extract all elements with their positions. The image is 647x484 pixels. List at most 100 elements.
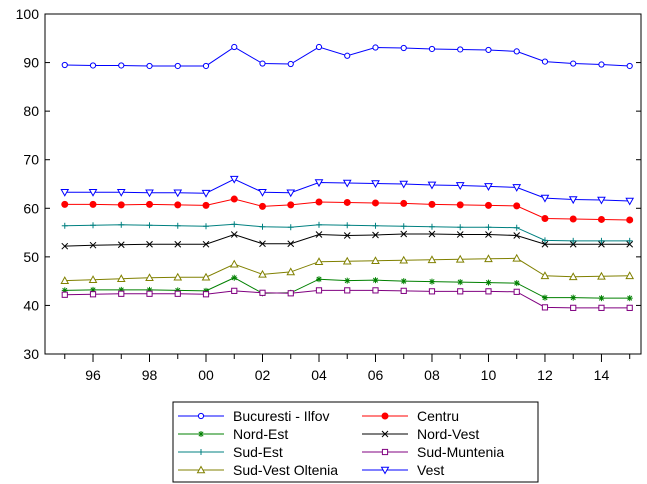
data-point [428, 278, 435, 285]
data-point [540, 271, 550, 280]
data-point [258, 269, 267, 278]
data-point [399, 180, 409, 189]
data-point [399, 255, 409, 264]
x-tick-label: 02 [255, 367, 271, 383]
legend-label: Bucuresti - Ilfov [233, 408, 329, 424]
data-point [484, 254, 493, 263]
data-point [484, 201, 492, 209]
data-point [314, 179, 324, 188]
legend-item: Sud-Muntenia [362, 444, 504, 460]
data-point [372, 44, 379, 51]
data-point [541, 240, 549, 248]
data-point [287, 224, 294, 231]
data-point [457, 46, 464, 53]
data-point [60, 276, 70, 284]
data-point [258, 202, 266, 210]
data-point [287, 201, 295, 209]
data-point [258, 188, 267, 197]
data-point [626, 240, 634, 248]
data-point [541, 237, 548, 244]
data-point [202, 291, 210, 298]
data-point [344, 277, 351, 284]
data-point [117, 201, 125, 209]
data-point [400, 278, 407, 285]
data-point [371, 180, 380, 189]
data-point [174, 222, 181, 229]
plot-area: 30 40 50 60 70 80 90 100 96 98 00 02 04 06 08 10 12 14 [16, 6, 642, 383]
data-point [287, 240, 295, 248]
legend-item: Sud-Est [178, 444, 283, 460]
series-bucuresti-ilfov [61, 43, 633, 70]
data-point [400, 230, 408, 238]
data-point [344, 287, 351, 294]
data-point [61, 222, 68, 229]
data-point [541, 58, 549, 65]
data-point [372, 222, 379, 229]
data-point [598, 237, 605, 244]
data-point [230, 231, 238, 238]
data-point [570, 294, 577, 301]
data-point [229, 259, 239, 268]
x-tick-label: 12 [537, 367, 553, 383]
data-point [400, 287, 407, 294]
data-point [456, 201, 464, 209]
data-point [118, 62, 125, 69]
data-point [343, 232, 351, 239]
data-point [89, 62, 97, 69]
data-point [513, 224, 520, 231]
legend-label: Centru [417, 408, 459, 424]
legend-marker [198, 431, 204, 437]
legend-marker [381, 430, 389, 438]
data-point [626, 237, 633, 244]
data-point [485, 46, 492, 54]
data-point [372, 231, 379, 239]
data-point [456, 231, 464, 238]
data-point [427, 255, 437, 264]
data-point [541, 294, 548, 301]
legend-label: Vest [417, 462, 444, 478]
x-axis: 96 98 00 02 04 06 08 10 12 14 [64, 354, 631, 383]
data-point [315, 287, 323, 294]
legend: Bucuresti - Ilfov Centru Nord-Est Nord-Vest… [172, 401, 539, 483]
data-point [598, 240, 605, 248]
data-point [513, 288, 520, 295]
data-point [146, 62, 153, 70]
data-point [88, 188, 98, 197]
legend-item: Sud-Vest Oltenia [178, 462, 338, 478]
legend-box [172, 401, 539, 483]
x-tick-label: 08 [424, 367, 440, 383]
data-point [570, 237, 577, 244]
data-point [457, 279, 464, 286]
legend-item: Nord-Est [178, 426, 288, 442]
y-tick-label: 90 [23, 55, 39, 71]
data-point [173, 272, 183, 281]
data-point [541, 304, 549, 311]
data-point [231, 287, 238, 294]
legend-marker [380, 466, 390, 475]
data-point [625, 197, 635, 206]
legend-label: Sud-Est [233, 444, 283, 460]
data-point [569, 215, 577, 223]
y-tick-label: 40 [23, 297, 39, 313]
legend-marker [196, 465, 206, 474]
data-point [568, 196, 578, 205]
data-point [118, 221, 125, 228]
y-tick-label: 80 [23, 103, 39, 119]
data-point [626, 216, 634, 224]
data-point [342, 256, 352, 265]
data-point [286, 267, 296, 276]
data-point [259, 60, 266, 67]
data-point [455, 254, 465, 263]
x-tick-label: 06 [368, 367, 384, 383]
data-point [229, 175, 239, 184]
data-point [512, 184, 522, 192]
data-point [455, 182, 465, 190]
data-point [174, 62, 181, 70]
data-point [145, 273, 154, 282]
data-point [598, 295, 605, 302]
data-point [344, 222, 351, 229]
data-point [231, 43, 238, 51]
x-tick-label: 14 [594, 367, 610, 383]
data-point [372, 277, 379, 284]
